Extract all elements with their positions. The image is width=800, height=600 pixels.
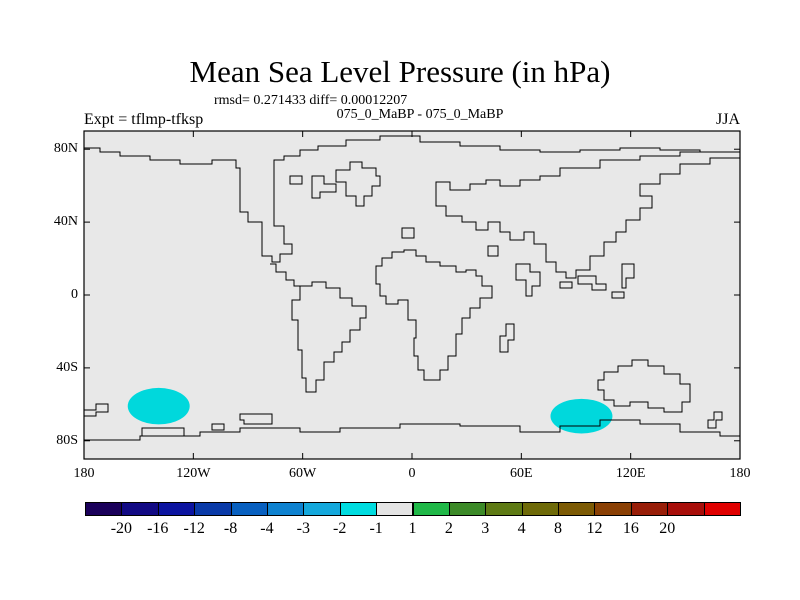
- colorbar-swatch: [558, 502, 596, 516]
- antarctic-peninsula-coast: [83, 403, 273, 437]
- colorbar-label: 3: [481, 520, 490, 537]
- colorbar-swatch: [703, 502, 741, 516]
- y-tick-label: 80N: [53, 141, 78, 157]
- colorbar-swatch: [303, 502, 341, 516]
- colorbar-label: 1: [408, 520, 417, 537]
- x-tick-label: 180: [729, 466, 751, 481]
- india-arabia-coast: [487, 245, 541, 297]
- colorbar-label: -1: [369, 520, 383, 537]
- colorbar-swatch: [121, 502, 159, 516]
- colorbar-swatch: [157, 502, 196, 516]
- colorbar-label: 12: [586, 520, 603, 537]
- y-tick-label: 40S: [56, 359, 78, 375]
- australia-coast: [597, 359, 691, 413]
- colorbar-swatch: [521, 502, 560, 516]
- season-label: JJA: [715, 111, 740, 128]
- x-tick-label: 180: [73, 466, 95, 481]
- colorbar-label: -2: [333, 520, 347, 537]
- x-tick-label: 60W: [289, 466, 317, 481]
- colorbar-label: 8: [554, 520, 563, 537]
- anomaly-layer: [127, 387, 613, 434]
- ocean-background: [84, 131, 740, 459]
- rmsd-stats: rmsd= 0.271433 diff= 0.00012207: [214, 93, 408, 108]
- antarctica-coast: [84, 419, 740, 441]
- south-america-coast: [291, 281, 367, 393]
- canada-arctic-coast: [289, 175, 337, 199]
- colorbar-label: -8: [223, 520, 238, 537]
- colorbar-label: -16: [147, 520, 169, 537]
- colorbar-swatch: [667, 502, 705, 516]
- colorbar-swatch: [630, 502, 669, 516]
- colorbar-label: 16: [622, 520, 639, 537]
- x-tick-label: 120E: [615, 466, 646, 481]
- x-tick-label: 0: [408, 466, 416, 481]
- x-tick-label: 120W: [176, 466, 211, 481]
- southern-indian-anomaly: [550, 398, 613, 434]
- colorbar-label: -20: [110, 520, 133, 537]
- central-america-coast: [270, 263, 300, 287]
- chart-title: Mean Sea Level Pressure (in hPa): [189, 54, 611, 89]
- colorbar-swatch: [594, 502, 632, 516]
- y-tick-label: 80S: [56, 432, 78, 448]
- colorbar-swatch: [339, 502, 378, 516]
- colorbar-swatch: [85, 502, 123, 516]
- colorbar-label: 2: [444, 520, 453, 537]
- colorbar-label: 20: [659, 520, 676, 537]
- difference-label: 075_0_MaBP - 075_0_MaBP: [336, 107, 504, 122]
- experiment-label: Expt = tflmp-tfksp: [84, 111, 204, 128]
- colorbar-swatch: [194, 502, 232, 516]
- colorbar-swatch: [266, 502, 305, 516]
- colorbar-label: 4: [517, 520, 526, 537]
- colorbar-label: -12: [183, 520, 205, 537]
- arctic-coast: [84, 135, 740, 263]
- africa-europe-coast: [375, 227, 493, 381]
- madagascar-coast: [499, 323, 515, 353]
- colorbar-swatch: [485, 502, 523, 516]
- eurasia-coast: [435, 151, 741, 279]
- colorbar-swatch: [412, 502, 450, 516]
- greenland-coast: [335, 161, 381, 207]
- y-tick-label: 0: [71, 287, 78, 302]
- colorbar-swatch: [230, 502, 268, 516]
- south-pacific-anomaly: [127, 387, 190, 425]
- colorbar-label: -4: [260, 520, 274, 537]
- colorbar-swatch: [376, 502, 414, 516]
- new-zealand-coast: [707, 411, 723, 429]
- colorbar-swatch: [448, 502, 487, 516]
- y-tick-label: 40N: [53, 214, 78, 230]
- colorbar-label: -3: [296, 520, 310, 537]
- southeast-asia-islands: [559, 263, 635, 299]
- x-tick-label: 60E: [510, 466, 533, 481]
- coastlines: [83, 135, 741, 441]
- axis-ticks: [83, 131, 741, 459]
